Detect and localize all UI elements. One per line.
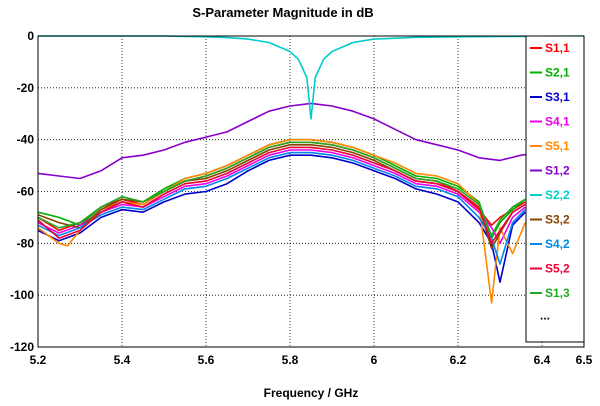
x-ticks: 5.2 5.4 5.6 5.8 6 6.2 6.4 6.5 [30,353,593,367]
legend-more: ... [540,309,550,323]
y-tick-label: -20 [17,81,35,95]
y-tick-label: -80 [17,236,35,250]
legend-label: S3,2 [545,213,570,227]
legend-label: S5,2 [545,262,570,276]
series-line-7 [37,144,526,250]
y-tick-label: 0 [27,29,34,43]
chart-title: S-Parameter Magnitude in dB [192,5,373,20]
legend: S1,1 S2,1 S3,1 S4,1 S5,1 S1,2 S2,2 S3,2 S4,2 S5,2… [525,35,585,343]
y-tick-label: -120 [10,340,34,354]
x-tick-label: 6.4 [534,353,551,367]
legend-label: S4,2 [545,237,570,251]
legend-label: S3,1 [545,90,570,104]
series-line-2 [37,154,526,284]
legend-label: S1,1 [545,41,570,55]
legend-label: S1,3 [545,286,570,300]
legend-label: S1,2 [545,164,570,178]
series-line-5 [37,102,564,180]
legend-box [525,35,585,343]
series-line-6 [38,35,585,120]
x-tick-label: 6.2 [450,353,467,367]
series-line-8 [37,151,526,265]
y-tick-label: -60 [17,185,35,199]
series-line-3 [37,149,526,245]
x-tick-label: 5.4 [114,353,131,367]
y-ticks: 0 -20 -40 -60 -80 -100 -120 [10,29,34,354]
series-layer [37,35,585,304]
y-tick-label: -100 [10,288,34,302]
y-tick-label: -40 [17,133,35,147]
legend-label: S5,1 [545,139,570,153]
grid [38,36,584,347]
x-tick-label: 5.8 [282,353,299,367]
x-tick-label: 6.5 [576,353,593,367]
x-axis-title: Frequency / GHz [264,386,359,400]
series-line-10 [37,141,526,237]
x-tick-label: 5.2 [30,353,47,367]
series-line-9 [37,146,526,245]
x-tick-label: 6 [371,353,378,367]
legend-label: S2,2 [545,188,570,202]
legend-label: S2,1 [545,66,570,80]
x-tick-label: 5.6 [198,353,215,367]
series-line-4 [37,138,526,304]
legend-label: S4,1 [545,115,570,129]
